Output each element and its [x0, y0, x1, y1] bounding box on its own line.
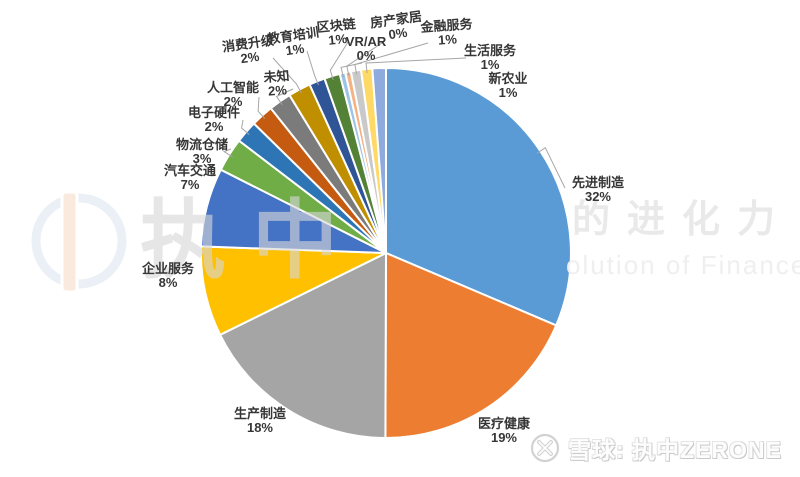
xueqiu-snowball-icon [531, 433, 560, 463]
watermark-slogan-cn: 的进化力 [572, 199, 793, 241]
ring-shape [31, 193, 127, 289]
leader-line-8 [275, 88, 294, 105]
brand-footer: 雪球: 执中ZERONE [529, 431, 782, 465]
pie-slice-3 [200, 245, 387, 336]
leader-line-13 [346, 40, 386, 76]
leader-line-7 [257, 96, 266, 119]
pie-slice-16 [371, 66, 387, 254]
leader-line-9 [272, 57, 302, 94]
watermark-slogan-en: olution of Finance [566, 250, 800, 280]
watermark-zhizhong-text: 执中 [140, 193, 364, 289]
leader-line-14 [354, 42, 429, 75]
zerone-ring-logo-watermark [31, 190, 127, 294]
leader-line-0 [536, 146, 566, 189]
ring-bar-shape [60, 190, 79, 294]
leader-line-10 [306, 50, 319, 86]
leader-line-6 [241, 119, 250, 135]
snowball-x-inner [538, 441, 552, 455]
leader-line-15 [365, 57, 467, 74]
leader-line-11 [329, 41, 349, 81]
brand-text: 雪球: 执中ZERONE [568, 437, 782, 463]
pie-slice-2 [219, 252, 387, 439]
leader-line-5 [222, 148, 233, 158]
pie-slice-1 [384, 252, 558, 440]
